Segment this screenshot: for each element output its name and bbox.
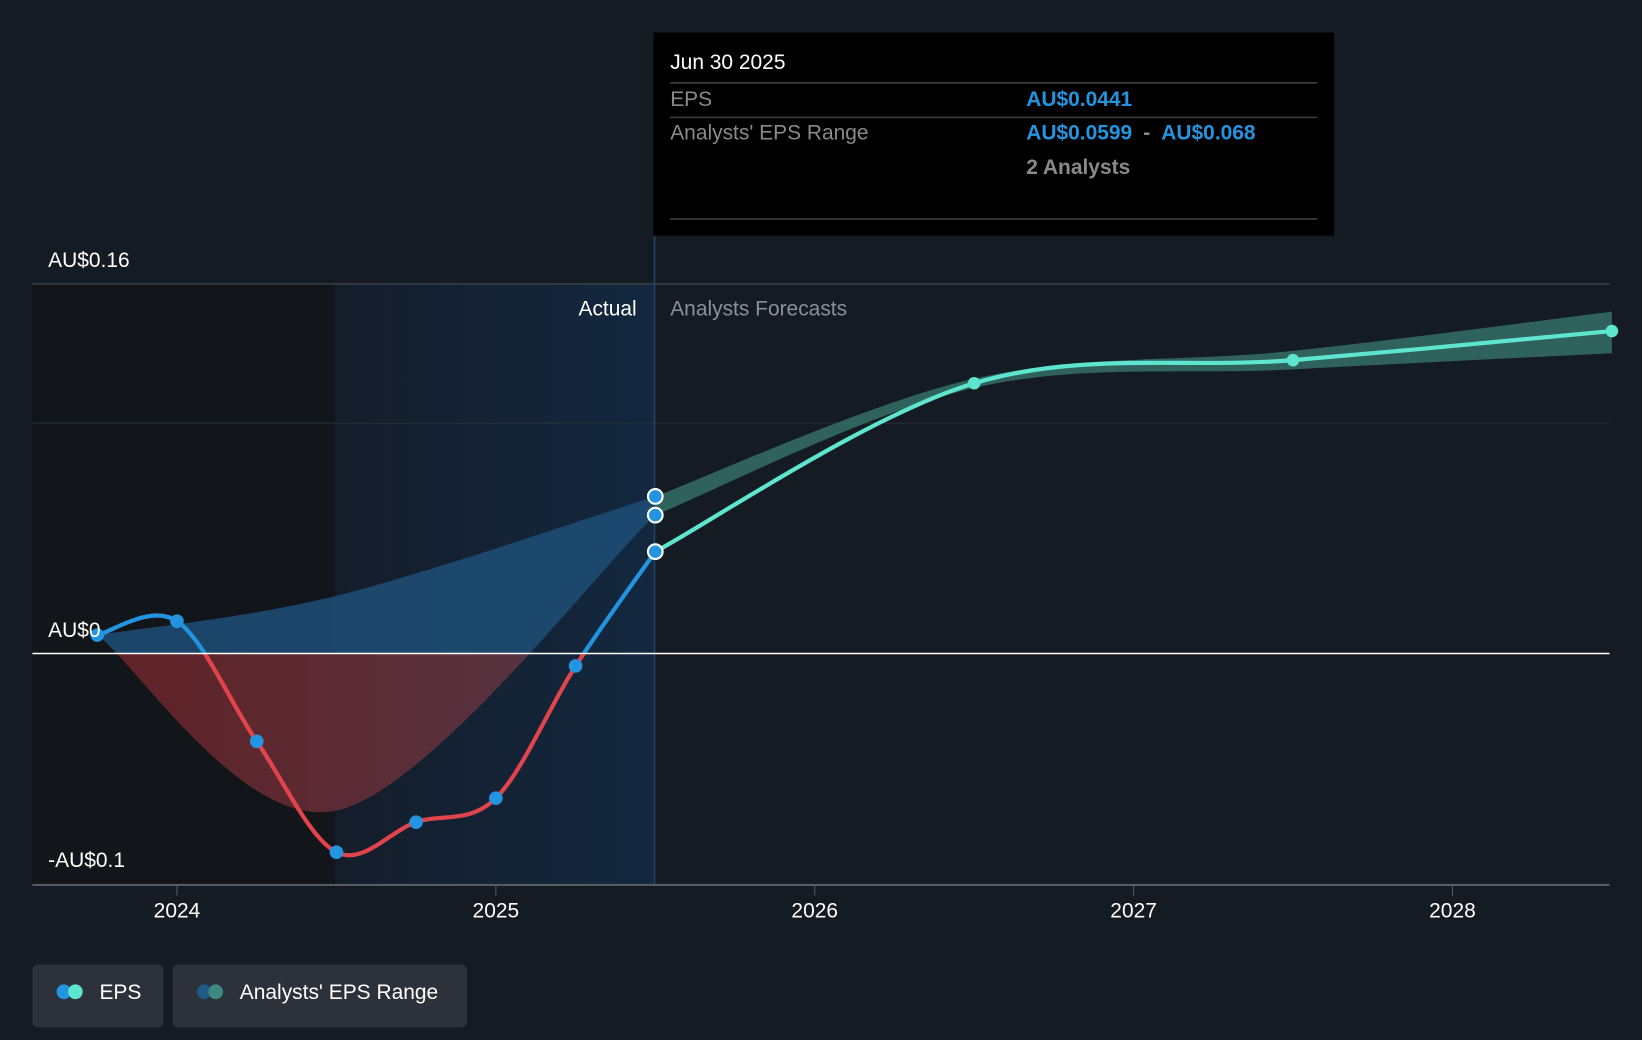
tooltip-range-label: Analysts' EPS Range xyxy=(670,121,868,144)
legend-label-range: Analysts' EPS Range xyxy=(240,981,438,1004)
eps-forecast-line xyxy=(654,328,1613,554)
eps-actual-point xyxy=(170,614,184,628)
tooltip-range-sep: - xyxy=(1143,121,1150,144)
legend-item-eps[interactable]: EPS xyxy=(32,964,164,1028)
eps-actual-line-positive xyxy=(96,550,657,654)
legend-label-eps: EPS xyxy=(99,981,141,1004)
section-label-actual: Actual xyxy=(578,297,636,320)
x-tick-label: 2025 xyxy=(473,899,520,922)
tooltip-range-low: AU$0.0599 xyxy=(1026,121,1132,144)
legend-eps-swatch-forecast xyxy=(68,984,83,1000)
forecast-range-band xyxy=(655,311,1612,516)
eps-actual-point xyxy=(409,815,423,829)
section-label-forecast: Analysts Forecasts xyxy=(670,297,847,320)
eps-forecast-point xyxy=(1286,353,1300,367)
eps-actual-point xyxy=(568,659,583,673)
x-tick-label: 2026 xyxy=(791,899,838,922)
eps-actual-point xyxy=(646,543,664,561)
tooltip-eps-label: EPS xyxy=(670,88,712,111)
eps-actual-point xyxy=(489,791,503,805)
legend-range-swatch-past xyxy=(196,984,212,1000)
legend-eps-swatch-actual xyxy=(56,984,72,1000)
eps-forecast-point xyxy=(1605,324,1619,338)
tooltip-range-value: AU$0.0599 - AU$0.068 xyxy=(1026,121,1255,144)
tooltip-analysts: 2 Analysts xyxy=(1026,156,1130,179)
legend-item-range[interactable]: Analysts' EPS Range xyxy=(172,964,468,1028)
past-range-band-positive xyxy=(97,496,656,654)
tooltip-range-high: AU$0.068 xyxy=(1161,121,1255,144)
past-range-band-negative xyxy=(116,653,530,813)
y-tick-label: AU$0 xyxy=(48,619,100,642)
tooltip-eps-value: AU$0.0441 xyxy=(1026,88,1132,111)
x-tick-label: 2024 xyxy=(154,899,201,922)
eps-actual-point xyxy=(249,734,264,749)
legend: EPS Analysts' EPS Range xyxy=(32,964,468,1028)
past-range-positive xyxy=(97,496,656,654)
eps-forecast-point xyxy=(967,376,981,390)
tooltip: Jun 30 2025 EPS AU$0.0441 Analysts' EPS … xyxy=(653,32,1335,236)
past-range-negative xyxy=(116,653,530,813)
x-tick-label: 2027 xyxy=(1110,899,1157,922)
y-tick-label: AU$0.16 xyxy=(48,249,129,272)
y-tick-label: -AU$0.1 xyxy=(48,849,125,872)
legend-range-swatch-forecast xyxy=(208,984,224,1000)
range-endpoint xyxy=(646,506,664,524)
range-endpoint xyxy=(646,488,664,505)
tooltip-date: Jun 30 2025 xyxy=(670,51,785,74)
eps-line-negative xyxy=(202,653,587,858)
eps-actual-point xyxy=(329,845,344,859)
eps-line-positive xyxy=(96,550,657,654)
eps-actual-point xyxy=(90,628,105,642)
eps-actual-line-negative xyxy=(202,653,587,858)
x-tick-label: 2028 xyxy=(1429,899,1476,922)
